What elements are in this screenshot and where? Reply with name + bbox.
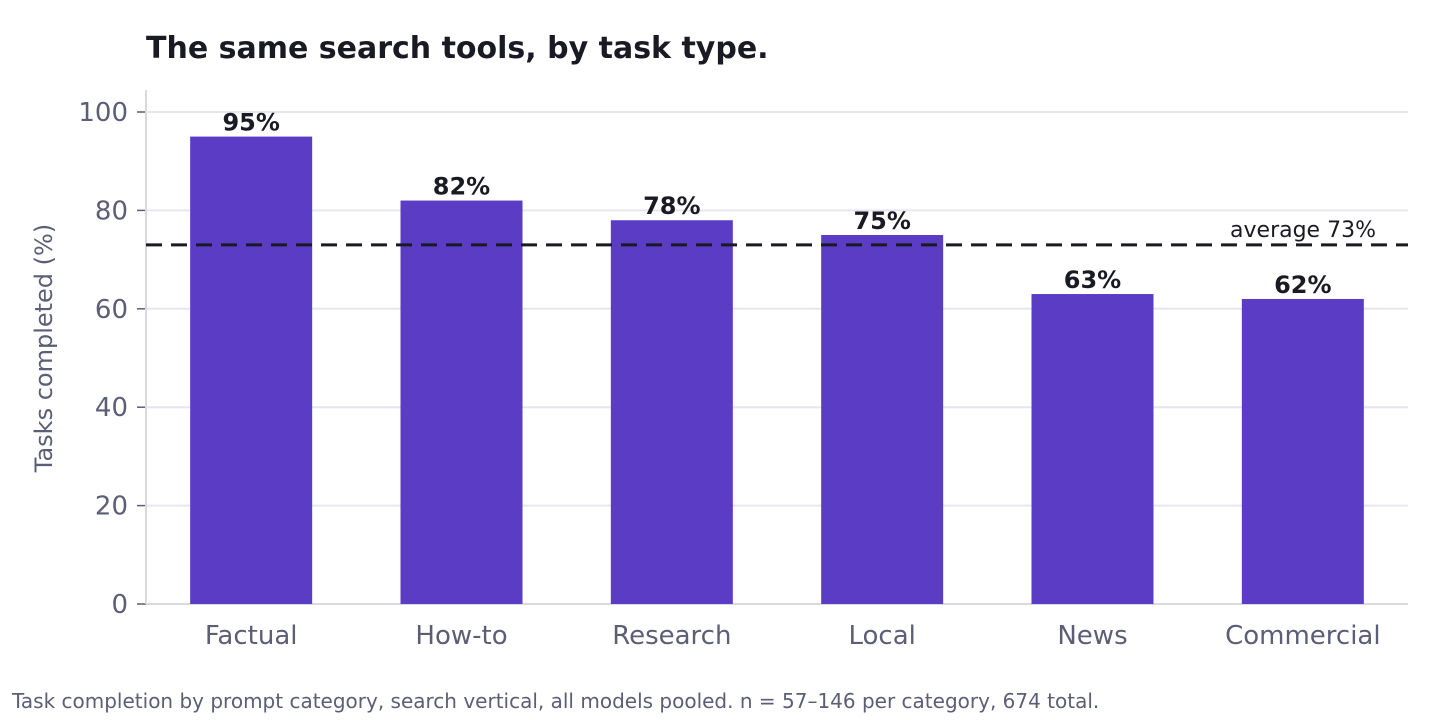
chart-caption: Task completion by prompt category, sear… [11, 689, 1099, 713]
x-tick-label: Research [612, 621, 731, 651]
data-label: 75% [853, 207, 910, 235]
bar-commercial [1241, 298, 1364, 604]
y-tick-label: 80 [95, 196, 128, 226]
x-tick-label: Local [848, 621, 915, 651]
bar-factual [190, 136, 313, 604]
y-tick-label: 0 [111, 590, 128, 620]
data-label: 95% [222, 109, 279, 137]
y-tick-label: 40 [95, 393, 128, 423]
bars [190, 136, 1364, 605]
y-axis-label: Tasks completed (%) [30, 224, 58, 473]
bar-news [1031, 294, 1154, 604]
y-tick-label: 20 [95, 492, 128, 522]
y-tick-label: 60 [95, 295, 128, 325]
x-tick-label: Factual [205, 621, 298, 651]
bar-research [610, 220, 733, 605]
x-tick-labels: Factual How-to Research Local News Commercial [205, 621, 1381, 651]
y-tick-labels: 0 20 40 60 80 100 [78, 98, 128, 620]
data-label: 62% [1274, 271, 1331, 299]
data-label: 78% [643, 192, 700, 220]
y-tick-label: 100 [78, 98, 128, 128]
axes [145, 90, 1408, 605]
x-tick-label: How-to [415, 621, 507, 651]
bar-how-to [400, 200, 523, 604]
chart-title: The same search tools, by task type. [146, 31, 769, 66]
data-labels: 95% 82% 78% 75% 63% 62% [222, 109, 1331, 299]
gridlines [137, 111, 1408, 605]
average-reference-label: average 73% [1230, 218, 1376, 243]
data-label: 63% [1064, 266, 1121, 294]
reference-line-group: average 73% [146, 218, 1408, 247]
x-tick-label: Commercial [1225, 621, 1381, 651]
data-label: 82% [433, 173, 490, 201]
x-tick-label: News [1057, 621, 1127, 651]
bar-local [821, 235, 944, 604]
